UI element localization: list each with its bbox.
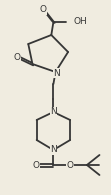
Text: O: O (39, 5, 46, 14)
Text: O: O (32, 160, 39, 169)
Text: O: O (67, 160, 74, 169)
Text: N: N (53, 68, 60, 77)
Text: N: N (50, 145, 57, 154)
Text: N: N (50, 107, 57, 116)
Text: OH: OH (73, 18, 87, 27)
Text: O: O (13, 52, 20, 61)
